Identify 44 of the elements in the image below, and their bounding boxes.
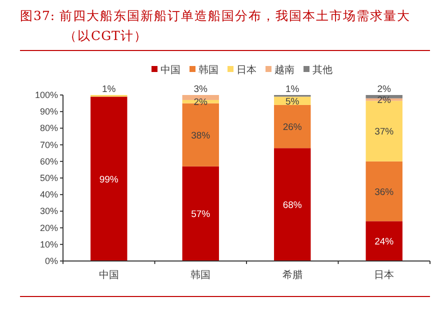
legend-label: 越南 <box>274 64 294 76</box>
x-tick-label: 中国 <box>98 269 119 281</box>
x-tick-label: 日本 <box>374 269 394 281</box>
bar <box>366 161 402 222</box>
y-tick-label: 20% <box>40 222 58 233</box>
legend-label: 韩国 <box>198 64 218 76</box>
y-tick-label: 30% <box>40 206 58 216</box>
bar <box>366 221 402 261</box>
data-label: 36% <box>374 186 394 198</box>
data-label: 1% <box>102 84 116 95</box>
y-tick-label: 0% <box>44 256 58 266</box>
legend-label: 其他 <box>312 64 332 76</box>
data-label: 99% <box>99 174 119 186</box>
bar <box>182 95 219 100</box>
y-tick-label: 60% <box>40 156 58 166</box>
bar <box>90 96 128 261</box>
legend-label: 中国 <box>160 64 180 76</box>
y-tick-label: 80% <box>40 123 58 134</box>
data-label: 26% <box>282 122 302 134</box>
legend-label: 日本 <box>236 64 256 76</box>
data-label: 2% <box>194 97 208 108</box>
y-tick-label: 40% <box>40 190 58 200</box>
data-label: 24% <box>374 236 394 248</box>
data-label: 3% <box>194 84 208 95</box>
data-label: 57% <box>191 209 211 220</box>
bar <box>274 104 311 148</box>
bar <box>274 148 311 261</box>
bar <box>182 166 219 261</box>
data-label: 2% <box>377 84 392 95</box>
y-tick-label: 100% <box>34 90 58 100</box>
data-label: 37% <box>374 126 394 138</box>
data-label: 68% <box>282 200 302 212</box>
bar <box>182 103 219 166</box>
y-tick-label: 10% <box>40 239 58 250</box>
data-label: 2% <box>377 95 392 106</box>
data-label: 38% <box>191 130 211 142</box>
y-tick-label: 90% <box>40 106 58 117</box>
y-tick-label: 50% <box>40 173 58 183</box>
data-label: 1% <box>286 84 300 95</box>
data-label: 5% <box>286 96 300 108</box>
y-tick-label: 70% <box>40 140 58 150</box>
chart-title: 图37: 前四大船东国新船订单造船国分布，我国本土市场需求量大（以CGT计） <box>20 7 412 45</box>
x-tick-label: 希腊 <box>282 269 302 281</box>
x-tick-label: 韩国 <box>190 269 211 281</box>
